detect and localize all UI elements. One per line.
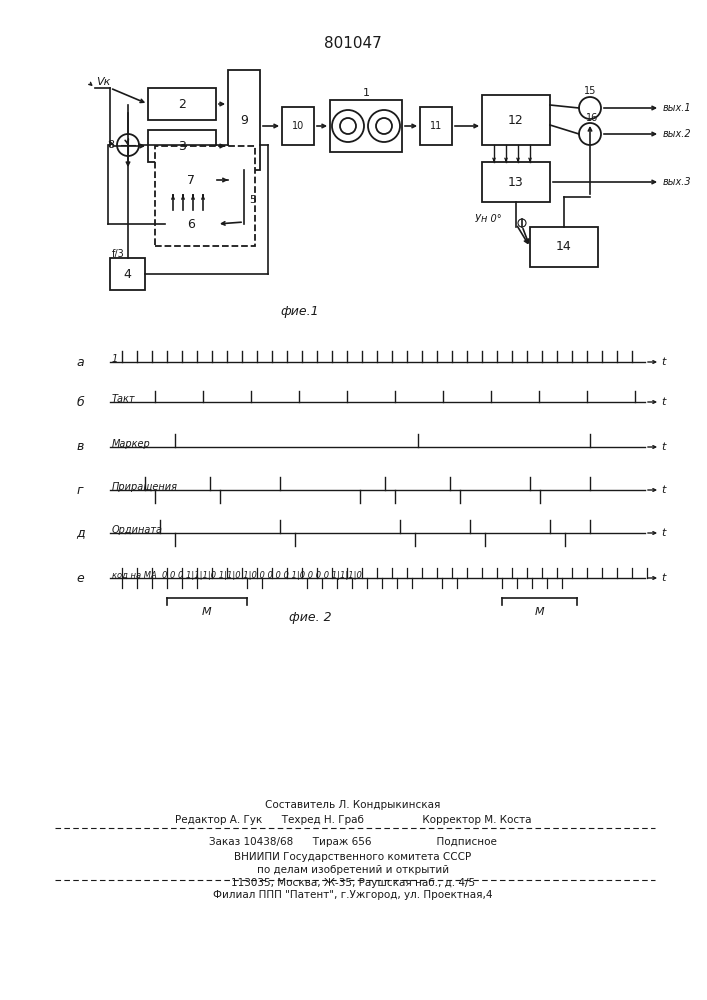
Text: f/3: f/3 <box>112 249 124 259</box>
Text: 5: 5 <box>250 195 257 205</box>
Text: 113035, Москва, Ж-35, Раушская наб., д. 4/5: 113035, Москва, Ж-35, Раушская наб., д. … <box>231 878 475 888</box>
Text: вых.2: вых.2 <box>663 129 691 139</box>
Bar <box>110 258 145 290</box>
Text: 4: 4 <box>124 267 132 280</box>
Text: t: t <box>661 485 665 495</box>
Text: 8: 8 <box>107 140 115 150</box>
Bar <box>165 210 217 238</box>
Circle shape <box>579 123 601 145</box>
Text: Приращения: Приращения <box>112 482 178 492</box>
Text: 16: 16 <box>586 113 598 123</box>
Circle shape <box>518 219 526 227</box>
Text: t: t <box>661 573 665 583</box>
Text: 801047: 801047 <box>324 35 382 50</box>
Text: 6: 6 <box>187 218 195 231</box>
Text: t: t <box>661 442 665 452</box>
Bar <box>530 227 598 267</box>
Bar <box>482 95 550 145</box>
Bar <box>420 107 452 145</box>
Bar <box>482 162 550 202</box>
Text: е: е <box>76 572 84 584</box>
Text: 13: 13 <box>508 176 524 188</box>
Text: б: б <box>76 395 84 408</box>
Text: а: а <box>76 356 84 368</box>
Text: 12: 12 <box>508 113 524 126</box>
Text: Ун 0°: Ун 0° <box>474 214 501 224</box>
Circle shape <box>579 97 601 119</box>
Text: t: t <box>661 357 665 367</box>
Text: 3: 3 <box>178 139 186 152</box>
Text: вых.3: вых.3 <box>663 177 691 187</box>
Text: Филиал ППП "Патент", г.Ужгород, ул. Проектная,4: Филиал ППП "Патент", г.Ужгород, ул. Прое… <box>214 890 493 900</box>
Text: 1: 1 <box>363 88 370 98</box>
Circle shape <box>117 134 139 156</box>
Text: Такт: Такт <box>112 394 136 404</box>
Text: код на МА  0 0 0 1|1|1|0 1|1|0 1|0 0 0 0 0 1|0 0 0 0 1|1|1|0: код на МА 0 0 0 1|1|1|0 1|1|0 1|0 0 0 0 … <box>112 570 362 580</box>
Text: М: М <box>534 607 544 617</box>
Text: 9: 9 <box>240 113 248 126</box>
Text: вых.1: вых.1 <box>663 103 691 113</box>
Bar <box>148 130 216 162</box>
Text: 7: 7 <box>187 174 195 186</box>
Text: фие.1: фие.1 <box>281 306 320 318</box>
Bar <box>165 165 217 195</box>
Circle shape <box>368 110 400 142</box>
Text: М: М <box>202 607 212 617</box>
Text: Ордината: Ордината <box>112 525 163 535</box>
Text: в: в <box>76 440 83 454</box>
Text: t: t <box>661 528 665 538</box>
Text: 2: 2 <box>178 98 186 110</box>
Text: д: д <box>76 526 84 540</box>
Text: Составитель Л. Кондрыкинская: Составитель Л. Кондрыкинская <box>265 800 440 810</box>
Text: 14: 14 <box>556 240 572 253</box>
Text: 11: 11 <box>430 121 442 131</box>
Text: по делам изобретений и открытий: по делам изобретений и открытий <box>257 865 449 875</box>
Text: г: г <box>76 484 83 496</box>
Text: фие. 2: фие. 2 <box>288 611 332 624</box>
Circle shape <box>340 118 356 134</box>
Bar <box>228 70 260 170</box>
Text: Маркер: Маркер <box>112 439 151 449</box>
Text: 1: 1 <box>112 354 118 364</box>
Text: Vк: Vк <box>96 77 110 87</box>
Text: Заказ 10438/68      Тираж 656                    Подписное: Заказ 10438/68 Тираж 656 Подписное <box>209 837 497 847</box>
Circle shape <box>376 118 392 134</box>
Text: t: t <box>661 397 665 407</box>
Bar <box>155 146 255 246</box>
Bar <box>282 107 314 145</box>
Text: ВНИИПИ Государственного комитета СССР: ВНИИПИ Государственного комитета СССР <box>235 852 472 862</box>
Bar <box>148 88 216 120</box>
Circle shape <box>332 110 364 142</box>
Text: Редактор А. Гук      Техред Н. Граб                  Корректор М. Коста: Редактор А. Гук Техред Н. Граб Корректор… <box>175 815 531 825</box>
Text: 10: 10 <box>292 121 304 131</box>
Text: 15: 15 <box>584 86 596 96</box>
Bar <box>330 100 402 152</box>
